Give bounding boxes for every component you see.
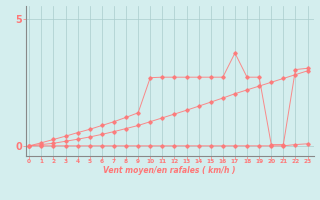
X-axis label: Vent moyen/en rafales ( km/h ): Vent moyen/en rafales ( km/h ) xyxy=(103,166,236,175)
